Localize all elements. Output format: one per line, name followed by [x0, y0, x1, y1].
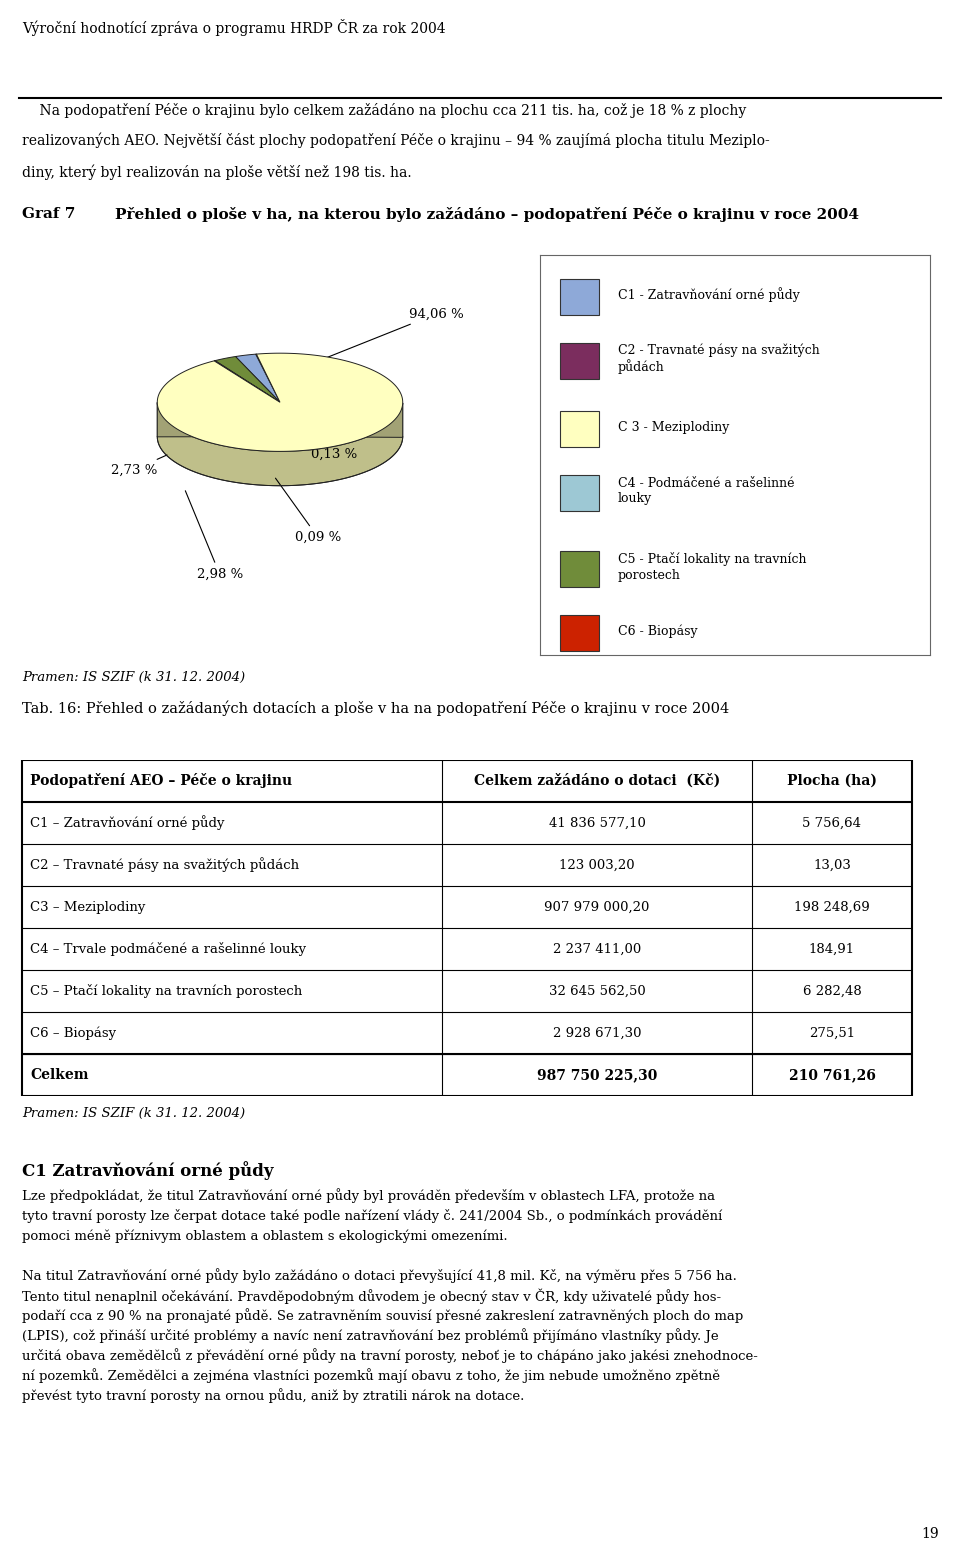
Text: 907 979 000,20: 907 979 000,20: [544, 901, 650, 914]
Text: Celkem: Celkem: [30, 1069, 88, 1083]
Text: tyto travní porosty lze čerpat dotace také podle nařízení vlády č. 241/2004 Sb.,: tyto travní porosty lze čerpat dotace ta…: [22, 1208, 722, 1224]
Polygon shape: [215, 357, 280, 402]
Text: C 3 - Meziplodiny: C 3 - Meziplodiny: [618, 420, 730, 433]
Text: C5 - Ptačí lokality na travních
porostech: C5 - Ptačí lokality na travních porostec…: [618, 552, 806, 582]
Text: C2 – Travnaté pásy na svažitých půdách: C2 – Travnaté pásy na svažitých půdách: [30, 858, 300, 872]
Text: Plocha (ha): Plocha (ha): [787, 774, 877, 788]
FancyBboxPatch shape: [560, 411, 598, 447]
Text: 2 237 411,00: 2 237 411,00: [553, 943, 641, 955]
FancyBboxPatch shape: [560, 279, 598, 315]
FancyBboxPatch shape: [560, 343, 598, 378]
Text: 19: 19: [922, 1528, 939, 1542]
FancyBboxPatch shape: [560, 475, 598, 510]
Text: C6 – Biopásy: C6 – Biopásy: [30, 1027, 116, 1039]
Text: C2 - Travnaté pásy na svažitých
půdách: C2 - Travnaté pásy na svažitých půdách: [618, 344, 820, 374]
Polygon shape: [214, 361, 280, 402]
Text: 184,91: 184,91: [809, 943, 855, 955]
Polygon shape: [157, 354, 403, 451]
Text: Pramen: IS SZIF (k 31. 12. 2004): Pramen: IS SZIF (k 31. 12. 2004): [22, 1106, 245, 1120]
Polygon shape: [157, 402, 280, 437]
Text: Přehled o ploše v ha, na kterou bylo zažádáno – podopatření Péče o krajinu v roc: Přehled o ploše v ha, na kterou bylo zaž…: [115, 206, 859, 222]
Polygon shape: [157, 402, 402, 485]
Text: 13,03: 13,03: [813, 859, 851, 872]
Text: určitá obava zemědělců z převádění orné půdy na travní porosty, neboť je to cháp: určitá obava zemědělců z převádění orné …: [22, 1348, 757, 1363]
Text: Lze předpokládat, že titul Zatravňování orné půdy byl prováděn především v oblas: Lze předpokládat, že titul Zatravňování …: [22, 1188, 715, 1204]
Text: C4 - Podmáčené a rašelinné
louky: C4 - Podmáčené a rašelinné louky: [618, 478, 795, 506]
Text: 5 756,64: 5 756,64: [803, 816, 861, 830]
FancyBboxPatch shape: [560, 616, 598, 651]
Text: C1 Zatravňování orné půdy: C1 Zatravňování orné půdy: [22, 1162, 274, 1180]
Text: C6 - Biopásy: C6 - Biopásy: [618, 624, 698, 637]
Text: 210 761,26: 210 761,26: [788, 1069, 876, 1083]
Text: 123 003,20: 123 003,20: [559, 859, 635, 872]
Text: 2 928 671,30: 2 928 671,30: [553, 1027, 641, 1039]
Polygon shape: [255, 354, 280, 402]
Text: diny, který byl realizován na ploše větší než 198 tis. ha.: diny, který byl realizován na ploše větš…: [22, 164, 412, 180]
Text: Pramen: IS SZIF (k 31. 12. 2004): Pramen: IS SZIF (k 31. 12. 2004): [22, 670, 245, 684]
Polygon shape: [256, 354, 280, 402]
Text: Tab. 16: Přehled o zažádaných dotacích a ploše v ha na podopatření Péče o krajin: Tab. 16: Přehled o zažádaných dotacích a…: [22, 700, 730, 715]
Text: 0,01 %: 0,01 %: [228, 423, 275, 447]
Text: 0,09 %: 0,09 %: [276, 478, 341, 544]
Text: 6 282,48: 6 282,48: [803, 985, 861, 997]
Text: Výroční hodnotící zpráva o programu HRDP ČR za rok 2004: Výroční hodnotící zpráva o programu HRDP…: [22, 20, 445, 37]
Text: 32 645 562,50: 32 645 562,50: [548, 985, 645, 997]
Text: C4 – Trvale podmáčené a rašelinné louky: C4 – Trvale podmáčené a rašelinné louky: [30, 941, 306, 955]
Text: Na titul Zatravňování orné půdy bylo zažádáno o dotaci převyšující 41,8 mil. Kč,: Na titul Zatravňování orné půdy bylo zaž…: [22, 1269, 737, 1283]
Text: C1 – Zatravňování orné půdy: C1 – Zatravňování orné půdy: [30, 816, 225, 830]
Text: 2,73 %: 2,73 %: [110, 454, 167, 476]
FancyBboxPatch shape: [560, 551, 598, 586]
Text: 94,06 %: 94,06 %: [309, 307, 464, 364]
Text: (LPIS), což přináší určité problémy a navíc není zatravňování bez problémů přijí: (LPIS), což přináší určité problémy a na…: [22, 1329, 719, 1343]
Text: 987 750 225,30: 987 750 225,30: [537, 1069, 658, 1083]
Text: Tento titul nenaplnil očekávání. Pravděpodobným důvodem je obecný stav v ČR, kdy: Tento titul nenaplnil očekávání. Pravděp…: [22, 1289, 721, 1304]
Text: převést tyto travní porosty na ornou půdu, aniž by ztratili nárok na dotace.: převést tyto travní porosty na ornou půd…: [22, 1388, 524, 1404]
Text: C3 – Meziplodiny: C3 – Meziplodiny: [30, 901, 145, 914]
Text: Na podopatření Péče o krajinu bylo celkem zažádáno na plochu cca 211 tis. ha, co: Na podopatření Péče o krajinu bylo celke…: [22, 102, 746, 118]
Text: ní pozemků. Zemědělci a zejména vlastníci pozemků mají obavu z toho, že jim nebu: ní pozemků. Zemědělci a zejména vlastníc…: [22, 1368, 720, 1383]
Text: 41 836 577,10: 41 836 577,10: [548, 816, 645, 830]
Text: 198 248,69: 198 248,69: [794, 901, 870, 914]
Text: C5 – Ptačí lokality na travních porostech: C5 – Ptačí lokality na travních porostec…: [30, 983, 302, 997]
Text: C1 - Zatravňování orné půdy: C1 - Zatravňování orné půdy: [618, 287, 800, 302]
Text: pomoci méně příznivym oblastem a oblastem s ekologickými omezeními.: pomoci méně příznivym oblastem a oblaste…: [22, 1230, 508, 1242]
Text: 275,51: 275,51: [809, 1027, 855, 1039]
Text: realizovaných AEO. Největší část plochy podopatření Péče o krajinu – 94 % zaujím: realizovaných AEO. Největší část plochy …: [22, 132, 770, 147]
Polygon shape: [280, 402, 402, 437]
Polygon shape: [235, 354, 280, 402]
Text: 2,98 %: 2,98 %: [185, 490, 243, 580]
Text: Graf 7: Graf 7: [22, 206, 76, 220]
Text: 0,13 %: 0,13 %: [285, 434, 357, 461]
Text: Podopatření AEO – Péče o krajinu: Podopatření AEO – Péče o krajinu: [30, 774, 292, 788]
Text: Celkem zažádáno o dotaci  (Kč): Celkem zažádáno o dotaci (Kč): [474, 774, 720, 788]
Text: podaří cca z 90 % na pronajaté půdě. Se zatravněním souvisí přesné zakreslení za: podaří cca z 90 % na pronajaté půdě. Se …: [22, 1309, 743, 1323]
